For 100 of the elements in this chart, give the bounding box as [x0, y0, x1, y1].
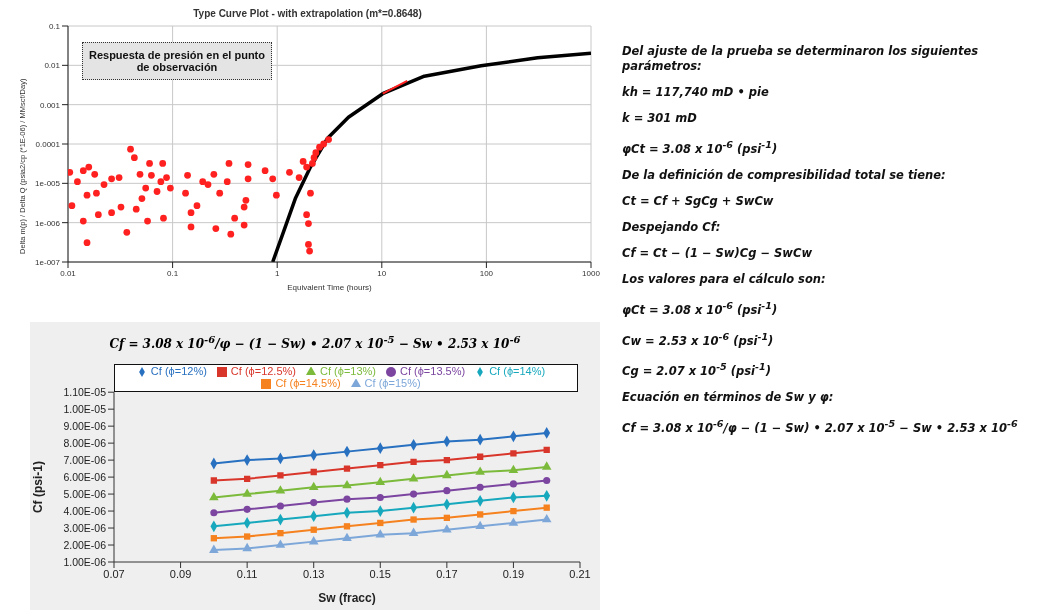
point	[443, 456, 451, 464]
point	[510, 507, 517, 515]
point	[408, 473, 419, 482]
point	[508, 464, 519, 474]
point	[410, 458, 417, 465]
point	[476, 511, 484, 518]
point	[442, 524, 452, 533]
point	[243, 475, 251, 482]
point	[210, 509, 218, 517]
point	[541, 514, 552, 523]
y-tick-label: 1.10E-05	[63, 385, 107, 398]
y-tick-label: 1.00E-06	[63, 555, 107, 568]
x-tick-label: 0.11	[236, 567, 258, 580]
point	[408, 527, 419, 536]
legend-label: Cf (ϕ=12%)	[150, 365, 207, 377]
point	[275, 539, 286, 548]
text: Cf = Ct − (1 − Sw)Cg − SwCw	[622, 245, 813, 261]
point	[377, 462, 384, 469]
y-axis-title: Cf (psi-1)	[31, 461, 46, 514]
y-tick-label: 1.00E-05	[63, 402, 107, 415]
text: Cw = 2.53 x 10$^{-6}$ (psi$^{-1}$)	[622, 329, 775, 349]
point	[275, 485, 286, 494]
point	[476, 483, 484, 491]
point	[277, 472, 284, 479]
x-tick-label: 0.17	[436, 567, 458, 580]
text: Cg = 2.07 x 10$^{-5}$ (psi$^{-1}$)	[622, 360, 772, 380]
point	[343, 495, 351, 503]
point	[543, 504, 550, 511]
text: Los valores para el cálculo son:	[622, 271, 827, 287]
point	[243, 533, 251, 540]
point	[443, 514, 451, 522]
point	[310, 468, 317, 476]
legend-label: Cf (ϕ=13.5%)	[399, 365, 466, 377]
point	[276, 502, 284, 510]
point	[376, 493, 384, 502]
point	[308, 481, 319, 491]
y-tick-label: 6.00E-06	[63, 470, 107, 483]
legend-label: Cf (ϕ=12.5%)	[230, 365, 296, 377]
point	[343, 523, 351, 530]
legend-label: Cf (ϕ=15%)	[364, 377, 421, 390]
point	[210, 477, 218, 484]
y-tick-label: 1e-005	[35, 179, 61, 189]
point	[410, 516, 417, 523]
point	[342, 532, 352, 541]
x-tick-label: 100	[479, 268, 494, 278]
y-tick-label: 1e-006	[35, 218, 61, 228]
point	[242, 488, 252, 497]
chart-title: Cf = 3.08 x 10$^{-6}$/φ − (1 − Sw) • 2.07 x 10$^{-5}$ − Sw • 2.53 x 10$^{-6}$	[108, 333, 522, 353]
point	[308, 536, 319, 545]
text: Ct = Cf + SgCg + SwCw	[622, 193, 775, 209]
point	[543, 446, 550, 454]
point	[475, 466, 485, 475]
point	[210, 535, 218, 542]
x-tick-label: 1000	[582, 268, 601, 278]
point	[475, 520, 485, 530]
x-tick-label: 10	[377, 268, 387, 278]
text: φCt = 3.08 x 10$^{-6}$ (psi$^{-1}$)	[622, 138, 779, 157]
x-tick-label: 0.19	[502, 567, 525, 580]
x-tick-label: 0.07	[103, 567, 125, 580]
x-tick-label: 1	[274, 268, 280, 278]
y-tick-label: 4.00E-06	[63, 504, 107, 517]
x-tick-label: 0.15	[369, 567, 391, 580]
text: φCt = 3.08 x 10$^{-6}$ (psi$^{-1}$)	[622, 298, 779, 318]
point	[377, 519, 384, 527]
point	[541, 461, 552, 470]
text: Del ajuste de la prueba se determinaron los siguientes parámetros:	[622, 44, 980, 74]
text: Cf = 3.08 x 10$^{-6}$/φ − (1 − Sw) • 2.07 x 10$^{-5}$ − Sw • 2.53 x 10$^{-6}$	[622, 417, 1019, 437]
y-tick-label: 0.01	[44, 61, 61, 71]
point	[242, 542, 252, 552]
text: De la definición de compresibilidad total se tiene:	[622, 167, 947, 183]
point	[543, 476, 551, 485]
y-tick-label: 1e-007	[35, 257, 61, 267]
point	[310, 499, 318, 507]
point	[209, 491, 219, 501]
point	[510, 450, 517, 457]
point	[476, 453, 484, 460]
y-tick-label: 5.00E-06	[63, 487, 107, 500]
y-tick-label: 9.00E-06	[63, 419, 107, 432]
x-tick-label: 0.21	[569, 567, 591, 580]
point	[508, 517, 519, 526]
text: Ecuación en términos de Sw y φ:	[622, 390, 835, 406]
point	[375, 476, 386, 485]
point	[310, 526, 317, 533]
x-tick-label: 0.13	[303, 567, 325, 580]
y-tick-label: 3.00E-06	[63, 521, 107, 534]
point	[375, 529, 386, 538]
x-axis-title: Equivalent Time (hours)	[287, 283, 373, 292]
y-tick-label: 7.00E-06	[63, 453, 107, 466]
legend-label: Cf (ϕ=13%)	[320, 365, 376, 377]
point	[343, 465, 351, 472]
legend-label: Cf (ϕ=14.5%)	[275, 377, 341, 390]
point	[243, 505, 251, 513]
point	[410, 490, 418, 498]
x-tick-label: 0.09	[169, 567, 192, 580]
point	[277, 529, 284, 537]
point	[442, 469, 452, 479]
point	[509, 480, 517, 488]
y-tick-label: 8.00E-06	[63, 436, 107, 449]
text: kh = 117,740 mD • pie	[622, 85, 770, 100]
y-tick-label: 0.001	[39, 100, 61, 110]
